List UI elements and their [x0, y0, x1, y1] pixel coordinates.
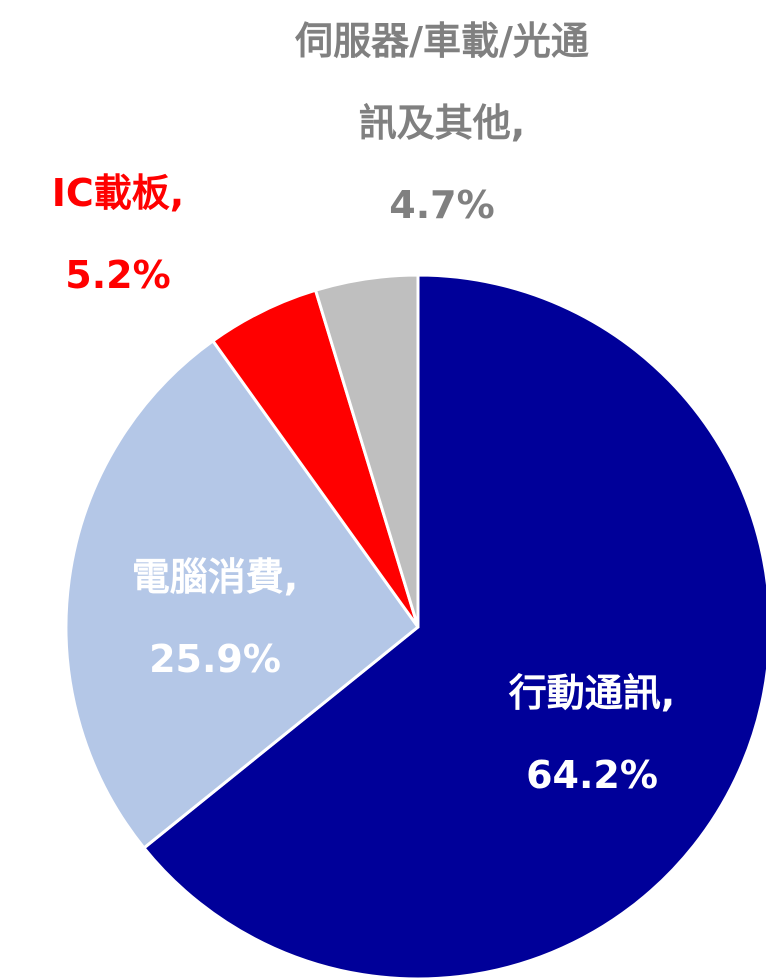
category-label: 行動通訊,	[508, 671, 676, 715]
pie-slice	[64, 339, 420, 850]
value-label: 4.7%	[389, 183, 495, 227]
pie-slice	[142, 273, 766, 980]
value-label: 64.2%	[526, 753, 658, 797]
value-label: 25.9%	[149, 637, 281, 681]
data-label: 電腦消費, 25.9%	[132, 536, 298, 700]
category-label: 伺服器/車載/光通訊及其他,	[295, 19, 589, 145]
category-label: IC載板,	[51, 171, 185, 215]
data-label: 行動通訊, 64.2%	[509, 652, 675, 816]
data-label: IC載板, 5.2%	[52, 152, 184, 316]
category-label: 電腦消費,	[131, 555, 299, 599]
value-label: 5.2%	[65, 253, 171, 297]
pie-slice	[314, 273, 420, 629]
data-label: 伺服器/車載/光通訊及其他, 4.7%	[292, 0, 592, 246]
